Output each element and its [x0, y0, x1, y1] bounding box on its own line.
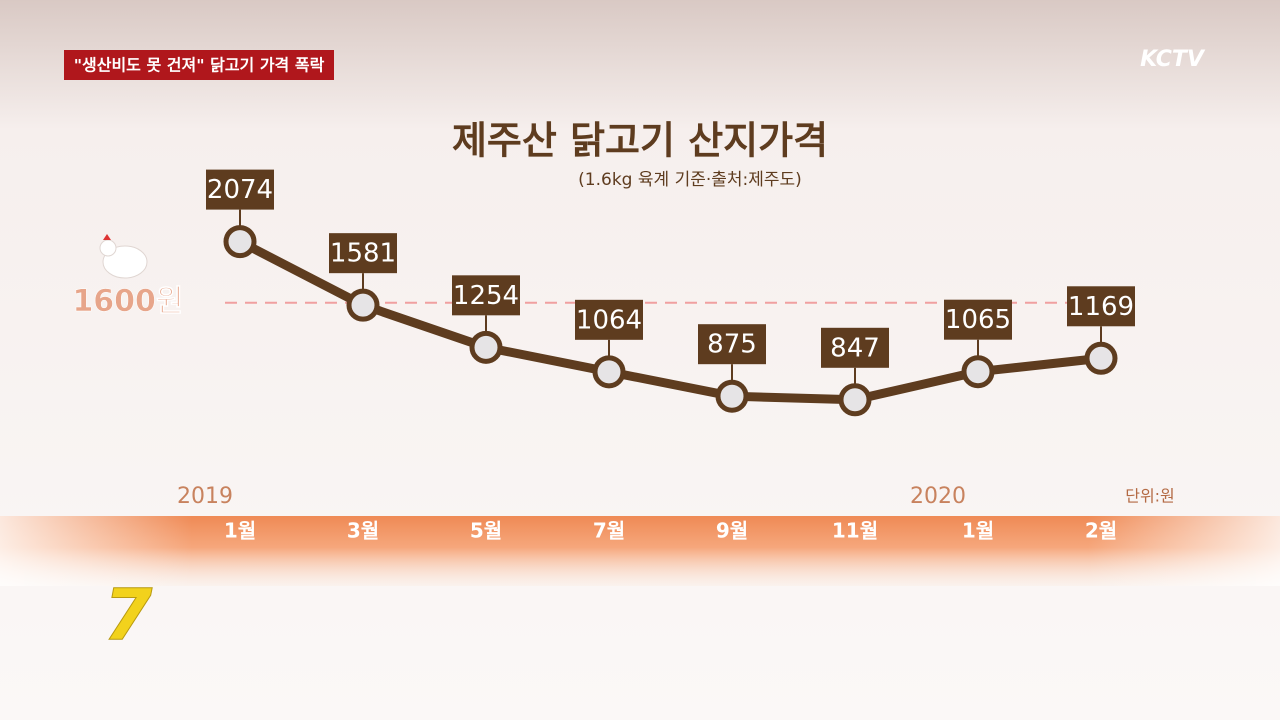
point — [223, 225, 257, 259]
label-box — [206, 169, 274, 210]
channel-logo: KCTV — [1140, 47, 1206, 72]
x-tick-label: 5월 — [470, 519, 502, 543]
reference-label: 1600원 — [72, 284, 183, 319]
band-fade — [0, 516, 1280, 586]
x-tick-label: 7월 — [593, 519, 625, 543]
point — [838, 383, 872, 417]
value-label: 2074 — [207, 175, 273, 205]
point — [469, 330, 503, 364]
x-tick-label: 9월 — [716, 519, 748, 543]
x-tick-label: 2월 — [1085, 519, 1117, 543]
x-tick-label: 3월 — [347, 519, 379, 543]
label-box — [452, 275, 520, 316]
year-label: 2020 — [910, 484, 966, 509]
chart-subtitle: (1.6kg 육계 기준·출처:제주도) — [578, 170, 802, 190]
x-tick-label: 1월 — [224, 519, 256, 543]
value-label: 1064 — [576, 305, 642, 335]
value-label: 1254 — [453, 281, 519, 311]
line — [237, 237, 1102, 405]
label-box — [944, 299, 1012, 340]
point — [1084, 341, 1118, 375]
value-label: 1169 — [1068, 292, 1134, 322]
value-label: 1065 — [945, 305, 1011, 335]
unit-label: 단위:원 — [1125, 487, 1175, 506]
year-label: 2019 — [177, 484, 233, 509]
point — [961, 355, 995, 389]
program-logo: 7 — [104, 574, 153, 656]
value-label: 847 — [830, 333, 880, 363]
chart-title: 제주산 닭고기 산지가격 — [452, 119, 828, 163]
value-label: 1581 — [330, 239, 396, 269]
point — [715, 379, 749, 413]
x-tick-label: 11월 — [832, 519, 878, 543]
point — [346, 288, 380, 322]
headline-box — [64, 50, 334, 80]
label-box — [1067, 286, 1135, 327]
chicken-icon — [99, 234, 148, 279]
point — [592, 355, 626, 389]
x-tick-label: 1월 — [962, 519, 994, 543]
headline: "생산비도 못 건져" 닭고기 가격 폭락 — [74, 56, 325, 75]
value-label: 875 — [707, 330, 757, 360]
label-box — [575, 299, 643, 340]
label-box — [329, 233, 397, 274]
label-box — [821, 327, 889, 368]
label-box — [698, 324, 766, 365]
